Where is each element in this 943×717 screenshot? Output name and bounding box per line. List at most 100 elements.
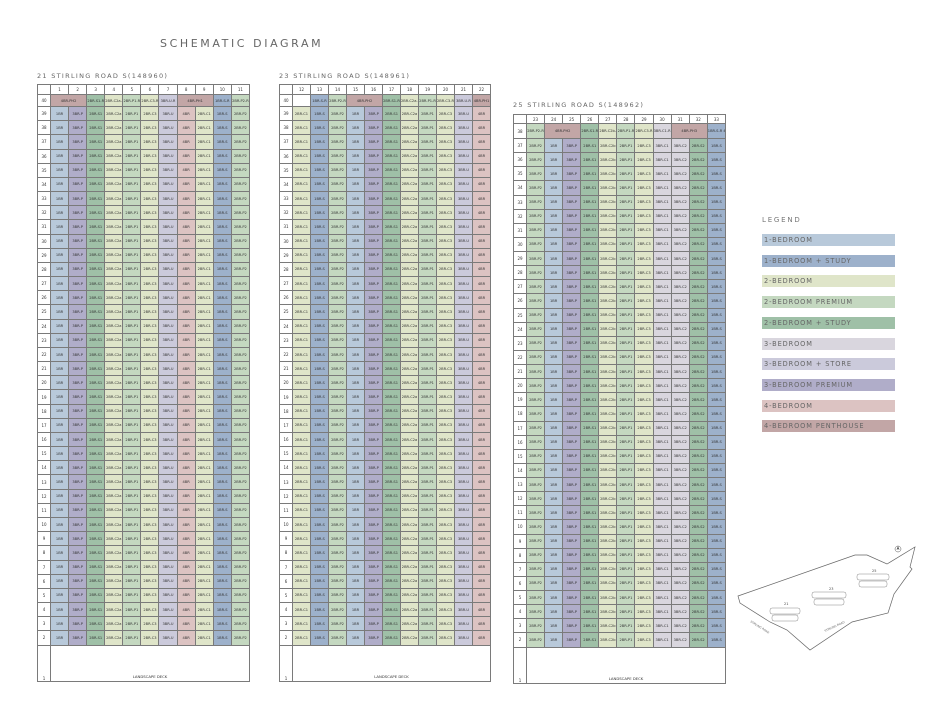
- unit-cell: 2BR-S1: [86, 375, 106, 391]
- unit-cell: 4BR: [176, 559, 196, 575]
- unit-cell: 2BR-P2: [230, 375, 251, 391]
- unit-cell: 2BR-C2a: [104, 105, 124, 122]
- unit-cell: [292, 94, 311, 107]
- unit-cell: 3BR-U: [454, 290, 473, 306]
- unit-cell: 2BR-S1: [86, 488, 106, 504]
- unit-cell: 2BR-C3: [634, 349, 654, 366]
- unit-cell: 2BR-C2b: [598, 618, 618, 634]
- floor-row-11: 11 1BR 3BR-P 2BR-S1 2BR-C2a 2BR-P1 2BR-C3 3BR-U…: [37, 502, 251, 518]
- floor-number: 24: [279, 318, 293, 334]
- floor-number: 24: [37, 318, 51, 334]
- floor-number: 25: [513, 307, 527, 323]
- unit-cell: 2BR-C1: [194, 261, 214, 278]
- unit-cell: 4BR: [176, 616, 196, 632]
- unit-cell: 2BR-S1: [580, 575, 600, 592]
- unit-cell: 1BR-S: [706, 293, 727, 309]
- floor-number: 9: [513, 533, 527, 549]
- floor-row-15: 15 1BR 3BR-P 2BR-S1 2BR-C2a 2BR-P1 2BR-C3 3BR-U…: [37, 446, 251, 462]
- floor-number: 7: [279, 559, 293, 575]
- unit-cell: 2BR-P1: [418, 276, 437, 292]
- unit-cell: 2BR-C1: [194, 332, 214, 348]
- unit-cell: 2BR-C3: [140, 446, 160, 462]
- unit-cell: 3BR-C1: [652, 194, 672, 210]
- unit-cell: 2BR-P2: [525, 462, 546, 479]
- floor-row-5: 5 1BR 3BR-P 2BR-S1 2BR-C2a 2BR-P1 2BR-C3 3BR-U 4…: [37, 587, 251, 604]
- unit-cell: 2BR-C2a: [104, 205, 124, 221]
- floor-row-24: 24 2BR-P2 1BR 3BR-P 2BR-S1 2BR-C2b 2BR-P1 2BR-C…: [513, 321, 727, 337]
- unit-cell: 2BR-P1: [122, 431, 142, 448]
- unit-cell: 2BR-C3: [140, 375, 160, 391]
- unit-cell: 3BR-P: [562, 589, 582, 606]
- unit-cell: 2BR-P2: [525, 236, 546, 253]
- unit-cell: 3BR-C2: [670, 307, 690, 323]
- unit-cell: 1BR: [544, 152, 564, 168]
- unit-cell: 3BR-U: [158, 573, 178, 589]
- unit-cell: 2BR-S1: [86, 502, 106, 518]
- site-boundary: [737, 546, 916, 651]
- unit-cell: 2BR-S2: [688, 547, 708, 563]
- unit-cell: 1BR-S: [310, 361, 329, 377]
- unit-cell: 2BR-C1: [292, 587, 311, 604]
- unit-cell: 2BR-P2: [230, 162, 251, 178]
- unit-cell: 2BR-P1-R: [122, 94, 142, 107]
- unit-cell: 1BR-S-R: [212, 94, 232, 107]
- unit-cell: 2BR-C3: [140, 148, 160, 164]
- unit-cell: 2BR-S1: [382, 403, 401, 419]
- unit-cell: 1BR: [49, 516, 70, 533]
- unit-cell: 2BR-C3: [634, 137, 654, 154]
- unit-cell: 2BR-C3: [436, 545, 455, 561]
- unit-cell: 3BR-U: [454, 431, 473, 448]
- floor-row-33: 33 1BR 3BR-P 2BR-S1 2BR-C2a 2BR-P1 2BR-C3 3BR-U…: [37, 191, 251, 207]
- floor-row-6: 6 2BR-P2 1BR 3BR-P 2BR-S1 2BR-C2b 2BR-P1 2BR-C3…: [513, 575, 727, 592]
- floor-number: 23: [37, 332, 51, 348]
- unit-cell: 2BR-P1: [122, 332, 142, 348]
- unit-cell: 3BR-U: [158, 474, 178, 490]
- floor-row-27: 27 2BR-C1 1BR-S 2BR-P2 1BR 3BR-P 2BR-S1 2BR-C2a…: [279, 276, 491, 292]
- unit-cell: 2BR-S2: [688, 476, 708, 493]
- unit-cell: 2BR-C2a: [400, 488, 419, 504]
- block-23-label: 23: [829, 587, 833, 591]
- floor-row-35: 35 2BR-P2 1BR 3BR-P 2BR-S1 2BR-C2b 2BR-P1 2BR-C…: [513, 166, 727, 182]
- floor-row-27: 27 1BR 3BR-P 2BR-S1 2BR-C2a 2BR-P1 2BR-C3 3BR-U…: [37, 276, 251, 292]
- unit-cell: 3BR-P: [562, 194, 582, 210]
- unit-cell: 1BR: [49, 531, 70, 547]
- unit-cell: 4BR-PH2: [49, 94, 88, 107]
- unit-cell: 2BR-P2: [230, 516, 251, 533]
- unit-cell: 3BR-P: [364, 219, 383, 235]
- unit-cell: 1BR-S: [310, 474, 329, 490]
- unit-cell: 1BR-S: [706, 448, 727, 464]
- north-arrow-icon: [894, 545, 902, 553]
- unit-cell: 2BR-C3: [436, 587, 455, 604]
- unit-cell: 4BR: [472, 630, 491, 646]
- unit-cell: 1BR: [49, 460, 70, 476]
- unit-cell: 2BR-S1: [580, 194, 600, 210]
- floor-row-15: 15 2BR-C1 1BR-S 2BR-P2 1BR 3BR-P 2BR-S1 2BR-C2a…: [279, 446, 491, 462]
- unit-cell: 2BR-C1: [292, 346, 311, 363]
- unit-cell: 2BR-C3: [634, 378, 654, 394]
- unit-cell: 2BR-S1: [580, 505, 600, 521]
- unit-cell: 3BR-P: [562, 476, 582, 493]
- unit-cell: 1BR: [346, 105, 365, 122]
- unit-cell: 1BR-S: [706, 406, 727, 422]
- unit-cell: 3BR-C1: [652, 321, 672, 337]
- unit-cell: 3BR-U: [454, 630, 473, 646]
- landscape-deck: LANDSCAPE DECK: [526, 646, 726, 684]
- unit-cell: 1BR: [49, 162, 70, 178]
- floor-row-23: 23 1BR 3BR-P 2BR-S1 2BR-C2a 2BR-P1 2BR-C3 3BR-U…: [37, 332, 251, 348]
- unit-cell: 3BR-U: [158, 375, 178, 391]
- floor-number: 11: [513, 505, 527, 521]
- unit-cell: 2BR-S2: [688, 632, 708, 648]
- unit-cell: 2BR-P2: [525, 250, 546, 267]
- unit-cell: 3BR-C1: [652, 208, 672, 224]
- unit-cell: 1BR: [49, 573, 70, 589]
- unit-cell: 2BR-P2: [230, 290, 251, 306]
- unit-cell: 1BR-S: [706, 561, 727, 577]
- floor-number: 10: [279, 516, 293, 533]
- unit-cell: 2BR-S1: [580, 250, 600, 267]
- unit-cell: 3BR-P: [364, 120, 383, 136]
- unit-cell: 1BR: [544, 406, 564, 422]
- unit-cell: 2BR-C2a: [400, 304, 419, 320]
- unit-cell: 4BR: [472, 332, 491, 348]
- unit-cell: 3BR-C1: [652, 363, 672, 380]
- unit-cell: 1BR-S: [212, 304, 232, 320]
